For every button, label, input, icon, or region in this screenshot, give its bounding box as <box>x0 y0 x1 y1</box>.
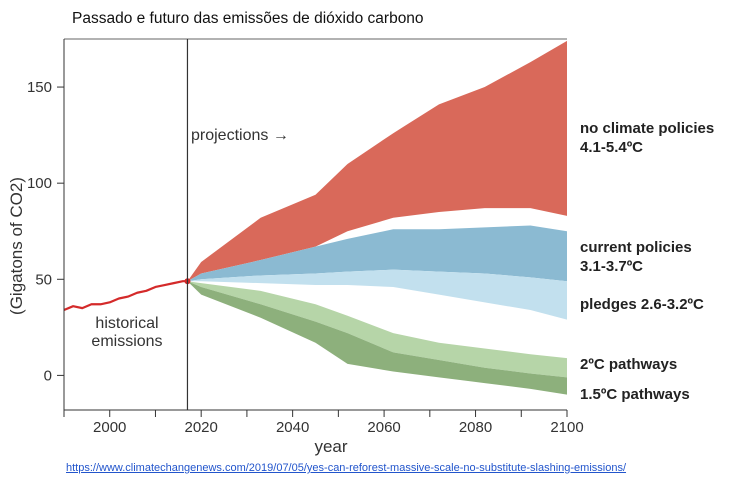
historical-annotation-line2: emissions <box>91 333 162 350</box>
x-tick-label-2040: 2040 <box>276 419 309 436</box>
x-axis-ticks: 2000 2020 2040 2060 2080 2100 <box>63 410 584 436</box>
x-tick-label-2000: 2000 <box>93 419 126 436</box>
x-tick-label-2060: 2060 <box>367 419 400 436</box>
projections-annotation: projections → <box>191 127 289 144</box>
legend-no-policies-range: 4.1-5.4ºC <box>580 139 643 156</box>
x-axis-label: year <box>314 437 347 456</box>
scenario-bands <box>187 40 568 395</box>
band-no-climate-policies <box>187 40 568 282</box>
y-tick-label-0: 0 <box>44 367 52 384</box>
y-axis-label: (Gigatons of CO2) <box>7 177 26 315</box>
band-pledges <box>187 269 568 320</box>
y-tick-label-50: 50 <box>35 271 52 288</box>
y-tick-label-100: 100 <box>27 175 52 192</box>
x-tick-label-2080: 2080 <box>459 419 492 436</box>
legend-pledges: pledges 2.6-3.2ºC <box>580 296 704 313</box>
band-current-policies <box>187 225 568 282</box>
legend-current-policies-name: current policies <box>580 239 692 256</box>
legend-current-policies-range: 3.1-3.7ºC <box>580 258 643 275</box>
band-2-c-pathways <box>187 281 568 378</box>
historical-annotation-line1: historical <box>95 315 158 332</box>
legend-no-policies-name: no climate policies <box>580 120 714 137</box>
legend-2c-pathways: 2ºC pathways <box>580 356 677 373</box>
x-tick-label-2100: 2100 <box>550 419 583 436</box>
source-link[interactable]: https://www.climatechangenews.com/2019/0… <box>66 462 627 474</box>
legend-1-5c-pathways: 1.5ºC pathways <box>580 386 690 403</box>
historical-series <box>63 278 191 312</box>
historical-emissions-line <box>63 280 188 312</box>
plot-frame <box>63 38 567 411</box>
y-axis-ticks: 0 50 100 150 <box>27 79 64 384</box>
y-tick-label-150: 150 <box>27 79 52 96</box>
band-1-5-c-pathways <box>187 281 568 395</box>
x-tick-label-2020: 2020 <box>184 419 217 436</box>
page-title: Passado e futuro das emissões de dióxido… <box>72 10 424 27</box>
